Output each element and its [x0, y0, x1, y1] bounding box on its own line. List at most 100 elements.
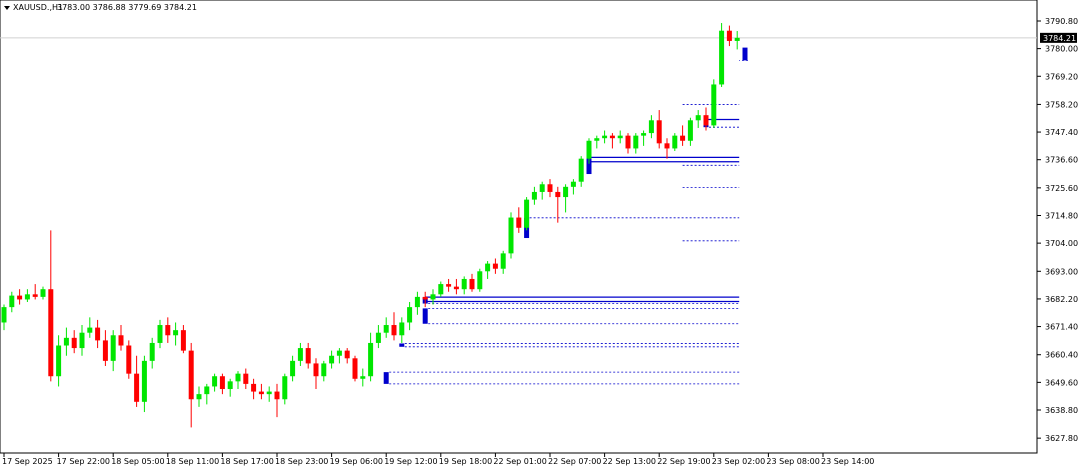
- candle-body: [329, 355, 335, 364]
- candle-body: [687, 120, 693, 141]
- candle-body: [266, 391, 272, 395]
- x-tick-label: 22 Sep 13:00: [603, 457, 656, 466]
- candle: [9, 291, 15, 313]
- candle-body: [258, 391, 264, 395]
- candle-body: [48, 289, 54, 377]
- candle-body: [399, 322, 405, 336]
- y-tick-label: 3758.20: [1045, 100, 1078, 109]
- candle: [297, 342, 303, 366]
- x-tick-label: 17 Sep 2025: [2, 457, 53, 466]
- symbol-label: XAUUSD.,H1: [13, 3, 63, 12]
- candle: [290, 355, 296, 382]
- y-tick-label: 3780.00: [1045, 45, 1078, 54]
- candle: [695, 110, 701, 128]
- candle: [547, 179, 553, 198]
- candle: [414, 291, 420, 315]
- candle-body: [63, 337, 69, 346]
- candle-body: [235, 373, 241, 382]
- candle: [531, 186, 537, 205]
- candle: [352, 355, 358, 382]
- candle-body: [531, 191, 537, 200]
- candle: [687, 117, 693, 146]
- candle-body: [609, 135, 615, 139]
- dropdown-triangle-icon[interactable]: [4, 6, 10, 10]
- candle-body: [680, 135, 686, 141]
- candle-body: [149, 342, 155, 361]
- candle: [24, 289, 30, 302]
- candle-body: [1, 307, 7, 323]
- candle: [118, 325, 124, 351]
- candle-body: [492, 263, 498, 269]
- candle: [438, 281, 444, 297]
- candle: [602, 130, 608, 144]
- candle-body: [360, 376, 366, 379]
- current-price-tag-bg: [1040, 32, 1077, 43]
- candle-body: [461, 278, 467, 290]
- candle-body: [297, 348, 303, 361]
- candle: [95, 319, 101, 349]
- candle: [79, 325, 85, 356]
- candle: [258, 383, 264, 400]
- candle: [594, 135, 600, 149]
- candle-body: [524, 199, 530, 228]
- candle: [734, 31, 740, 50]
- candle: [274, 383, 280, 418]
- candle-body: [352, 358, 358, 379]
- candle-body: [204, 386, 210, 395]
- candle-body: [422, 296, 428, 300]
- candle-body: [672, 135, 678, 149]
- candle: [726, 25, 732, 47]
- candle: [461, 276, 467, 295]
- candle-body: [219, 376, 225, 390]
- candles: [1, 23, 740, 428]
- candle-body: [664, 143, 670, 149]
- candle-body: [430, 294, 436, 300]
- y-tick-label: 3725.60: [1045, 184, 1078, 193]
- y-tick-label: 3627.80: [1045, 434, 1078, 443]
- candle: [157, 319, 163, 349]
- candle: [656, 110, 662, 149]
- candle: [641, 130, 647, 146]
- candle-body: [173, 330, 179, 336]
- ohlc-readout: 3783.00 3786.88 3779.69 3784.21: [57, 3, 197, 12]
- candle: [227, 378, 233, 397]
- candle-body: [344, 350, 350, 359]
- candle-body: [469, 278, 475, 290]
- candle: [578, 156, 584, 187]
- candle-body: [118, 335, 124, 346]
- candle: [251, 378, 257, 400]
- candle: [524, 197, 530, 231]
- candle-body: [516, 217, 522, 228]
- candle: [63, 327, 69, 356]
- time-axis: 17 Sep 2025 17 Sep 22:00 18 Sep 05:00 18 Se…: [2, 453, 874, 466]
- zone-block: [383, 372, 389, 384]
- candle: [32, 284, 38, 300]
- candle-body: [633, 135, 639, 149]
- candle: [134, 355, 140, 407]
- candle: [430, 289, 436, 305]
- candle-body: [656, 120, 662, 144]
- candle-body: [17, 295, 23, 300]
- candle-body: [648, 120, 654, 134]
- candle: [56, 335, 62, 387]
- candle: [680, 125, 686, 146]
- candle: [212, 373, 218, 392]
- candle-body: [188, 350, 194, 400]
- candle-body: [594, 138, 600, 141]
- y-tick-label: 3747.40: [1045, 128, 1078, 137]
- candle-body: [180, 330, 186, 351]
- candle: [555, 186, 561, 223]
- candle-body: [305, 348, 311, 364]
- x-tick-label: 18 Sep 17:00: [220, 457, 273, 466]
- candle: [126, 340, 132, 379]
- candle-body: [453, 286, 459, 290]
- candle: [219, 373, 225, 395]
- y-tick-label: 3693.00: [1045, 267, 1078, 276]
- candle-body: [726, 30, 732, 41]
- y-tick-label: 3790.80: [1045, 17, 1078, 26]
- candle: [196, 386, 202, 407]
- candle: [586, 138, 592, 164]
- candle: [422, 291, 428, 308]
- candle-body: [414, 296, 420, 308]
